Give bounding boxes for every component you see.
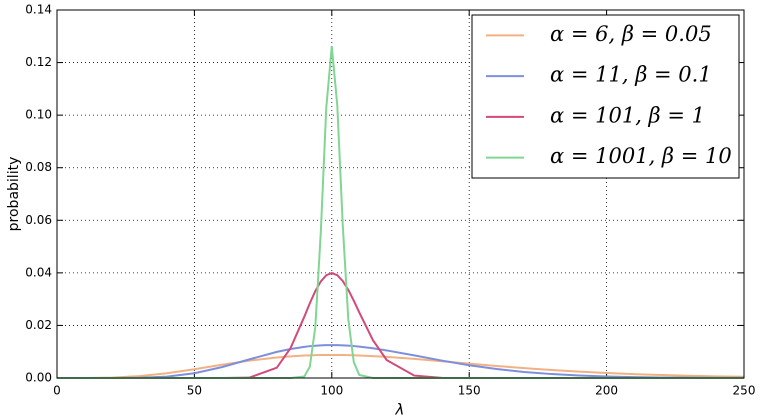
- y-axis-label: probability: [6, 157, 22, 232]
- line-series: [57, 344, 745, 379]
- x-tick-label: 100: [320, 384, 343, 398]
- y-tick-label: 0.08: [25, 160, 52, 174]
- y-tick-label: 0.12: [25, 55, 52, 69]
- legend: α = 6, β = 0.05 α = 11, β = 0.1 α = 101, β…: [471, 14, 740, 179]
- y-tick-label: 0.02: [25, 318, 52, 332]
- x-tick-label: 150: [458, 384, 481, 398]
- x-tick-label: 200: [595, 384, 618, 398]
- plot-frame: [56, 9, 745, 379]
- x-tick-label: 250: [733, 384, 756, 398]
- y-tick-label: 0.10: [25, 108, 52, 122]
- legend-label: α = 101, β = 1: [550, 103, 705, 127]
- legend-box: [471, 14, 740, 179]
- y-tick-label: 0.14: [25, 3, 52, 17]
- line-series: [56, 353, 745, 379]
- legend-label: α = 11, β = 0.1: [550, 63, 712, 87]
- x-axis-label: λ: [395, 401, 405, 419]
- x-tick-label: 50: [187, 384, 202, 398]
- legend-label: α = 6, β = 0.05: [550, 22, 712, 46]
- line-series: [57, 272, 744, 379]
- y-tick-label: 0.06: [25, 213, 52, 227]
- x-tick-label: 0: [53, 384, 61, 398]
- y-tick-label: 0.00: [25, 371, 52, 385]
- legend-label: α = 1001, β = 10: [550, 144, 732, 168]
- y-tick-label: 0.04: [25, 265, 52, 279]
